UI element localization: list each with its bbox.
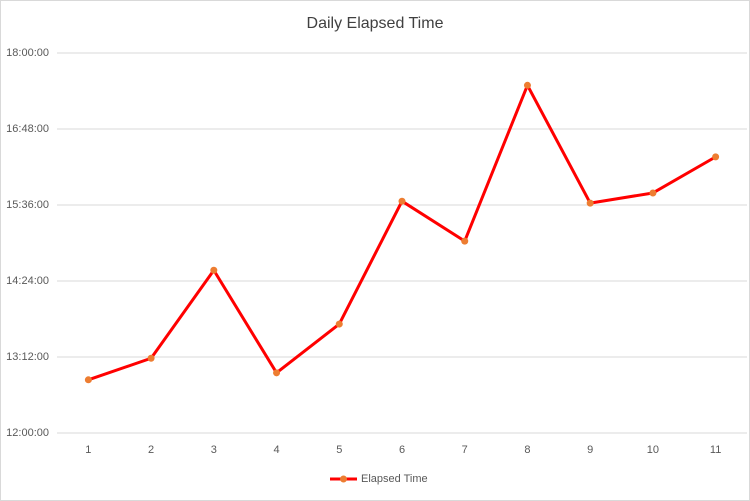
x-tick-label: 7 [462,444,468,456]
data-point [335,320,343,328]
data-point [461,237,469,245]
x-tick-label: 11 [710,444,721,456]
data-point [398,197,406,205]
y-tick-label: 14:24:00 [6,275,49,287]
y-tick-label: 18:00:00 [6,47,49,59]
data-point [147,354,155,362]
x-tick-label: 4 [273,444,279,456]
x-tick-label: 6 [399,444,405,456]
y-tick-label: 12:00:00 [6,427,49,439]
chart-title: Daily Elapsed Time [307,15,444,32]
y-tick-label: 13:12:00 [6,351,49,363]
legend-label: Elapsed Time [361,473,428,485]
data-point [210,266,218,274]
x-tick-label: 10 [647,444,659,456]
data-point [712,153,720,161]
y-tick-label: 15:36:00 [6,199,49,211]
data-point [586,199,594,207]
data-point [649,189,657,197]
x-tick-label: 3 [211,444,217,456]
data-point [523,81,531,89]
x-tick-label: 9 [587,444,593,456]
x-tick-label: 8 [524,444,530,456]
x-tick-label: 2 [148,444,154,456]
legend-marker [340,475,347,483]
y-tick-label: 16:48:00 [6,123,49,135]
x-tick-label: 1 [85,444,91,456]
data-point [84,376,92,384]
data-point [273,369,281,377]
x-tick-label: 5 [336,444,342,456]
